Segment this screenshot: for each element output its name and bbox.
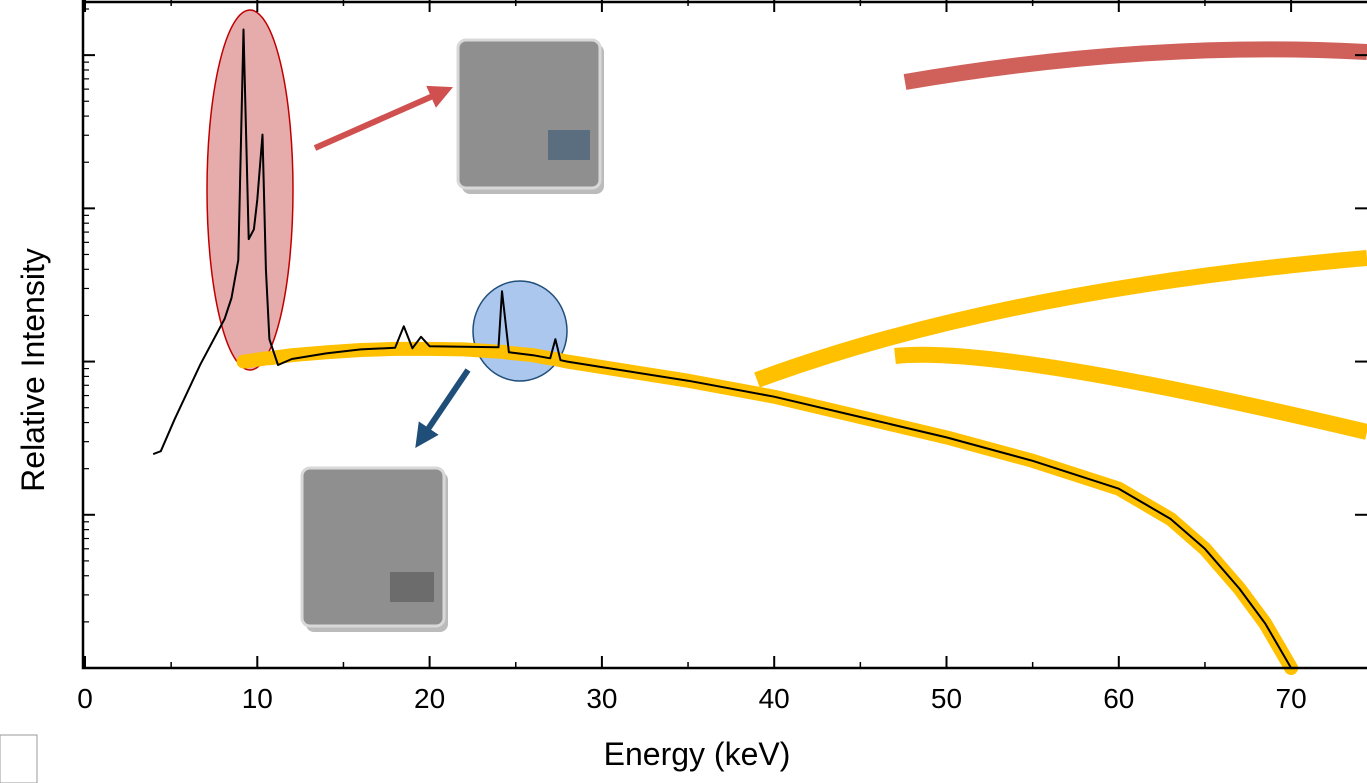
y-axis-label: Relative Intensity (15, 248, 51, 492)
x-tick-label: 30 (586, 683, 617, 714)
arrow (315, 92, 442, 148)
page: Energy (keV) Relative Intensity 0 10 20 30 4… (0, 0, 1367, 783)
element-card (458, 40, 604, 194)
deco-curve (895, 355, 1367, 432)
x-tick-label: 60 (1103, 683, 1134, 714)
arrow (422, 370, 468, 438)
highlight-ellipse (207, 10, 293, 370)
x-tick-label: 20 (414, 683, 445, 714)
element-card (302, 468, 448, 632)
deco-curve (905, 49, 1367, 82)
x-tick-label: 10 (242, 683, 273, 714)
x-tick-label: 40 (759, 683, 790, 714)
x-tick-label: 70 (1276, 683, 1307, 714)
x-tick-label: 0 (77, 683, 93, 714)
x-tick-label: 50 (931, 683, 962, 714)
highlight-ellipse (473, 281, 567, 381)
x-axis-label: Energy (keV) (604, 736, 791, 772)
chart: Energy (keV) Relative Intensity 0 10 20 30 4… (0, 0, 1367, 783)
frame-box (0, 735, 37, 783)
